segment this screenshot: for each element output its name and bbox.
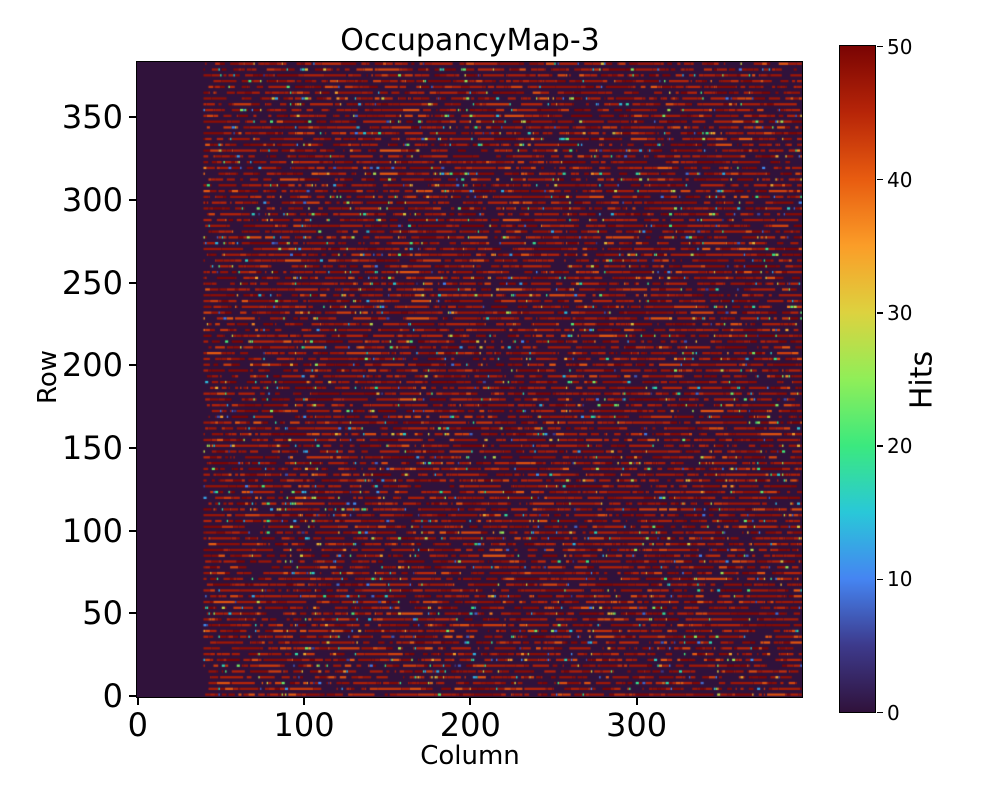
plot-area — [136, 61, 803, 698]
y-tick-label: 300 — [61, 181, 123, 220]
chart-title: OccupancyMap-3 — [340, 23, 600, 58]
y-axis-label: Row — [33, 349, 63, 405]
colorbar-tick-mark — [877, 45, 883, 48]
x-axis-label: Column — [420, 741, 520, 771]
y-tick-mark — [129, 695, 136, 698]
colorbar-tick-label: 50 — [887, 34, 913, 59]
colorbar-tick-mark — [877, 178, 883, 181]
y-tick-mark — [129, 199, 136, 202]
colorbar-tick-mark — [877, 312, 883, 314]
colorbar — [839, 45, 876, 713]
colorbar-tick-mark — [877, 711, 883, 714]
y-tick-mark — [129, 447, 136, 450]
colorbar-tick-label: 0 — [887, 700, 900, 725]
colorbar-tick-label: 40 — [887, 167, 913, 192]
y-tick-mark — [129, 281, 136, 284]
y-tick-label: 0 — [102, 677, 123, 716]
y-tick-label: 150 — [61, 429, 123, 468]
y-tick-label: 250 — [61, 263, 123, 302]
y-tick-mark — [129, 529, 136, 532]
colorbar-tick-mark — [877, 445, 883, 447]
x-tick-mark — [136, 698, 139, 705]
x-tick-mark — [635, 698, 638, 705]
x-tick-label: 100 — [273, 706, 335, 744]
y-tick-mark — [129, 116, 136, 119]
x-tick-mark — [303, 698, 306, 705]
colorbar-tick-mark — [877, 578, 883, 581]
y-tick-label: 100 — [61, 511, 123, 550]
x-tick-label: 0 — [127, 706, 149, 744]
colorbar-tick-label: 30 — [887, 300, 913, 325]
colorbar-label: Hits — [904, 350, 940, 410]
y-tick-label: 50 — [82, 594, 123, 633]
colorbar-tick-label: 20 — [887, 434, 913, 459]
x-tick-label: 200 — [439, 706, 501, 744]
x-tick-label: 300 — [606, 706, 668, 744]
y-tick-label: 350 — [61, 98, 123, 137]
y-tick-mark — [129, 364, 136, 367]
y-tick-mark — [129, 612, 136, 615]
heatmap-canvas — [137, 62, 802, 697]
colorbar-tick-label: 10 — [887, 567, 913, 592]
y-tick-label: 200 — [61, 346, 123, 385]
x-tick-mark — [469, 698, 472, 705]
